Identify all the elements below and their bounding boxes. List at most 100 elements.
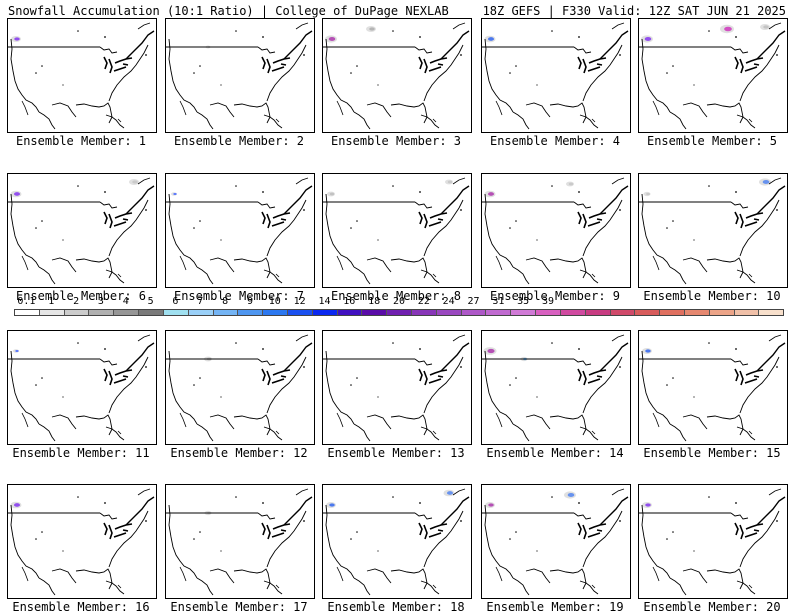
us-basemap <box>482 334 629 442</box>
colorbar-cell <box>337 310 363 315</box>
colorbar-cell <box>511 310 537 315</box>
colorbar-cell <box>536 310 561 315</box>
us-basemap <box>482 488 629 596</box>
colorbar-cell <box>709 310 735 315</box>
ensemble-member-label: Ensemble Member: 1 <box>15 134 147 148</box>
colorbar-cell <box>759 310 784 315</box>
ensemble-map-12 <box>165 330 315 445</box>
map-title: Snowfall Accumulation (10:1 Ratio) | Col… <box>8 4 449 18</box>
ensemble-map-6 <box>7 173 157 288</box>
colorbar-tick-label: 20 <box>392 296 406 307</box>
colorbar-cell <box>114 310 140 315</box>
us-basemap <box>639 334 786 442</box>
colorbar-tick-label: 39 <box>542 296 555 307</box>
colorbar-tick-label: 5 <box>147 296 154 307</box>
us-basemap <box>323 177 470 285</box>
colorbar-cell <box>287 310 313 315</box>
us-basemap <box>166 488 313 596</box>
colorbar-tick-label: 22 <box>417 296 430 307</box>
ensemble-member-label: Ensemble Member: 10 <box>643 289 781 303</box>
us-basemap <box>639 177 786 285</box>
us-basemap <box>166 334 313 442</box>
ensemble-member-label: Ensemble Member: 4 <box>489 134 621 148</box>
ensemble-member-label: Ensemble Member: 6 <box>15 289 147 303</box>
colorbar-cell <box>436 310 462 315</box>
colorbar-tick-label: 35 <box>517 296 530 307</box>
colorbar-tick-label: 7 <box>197 296 204 307</box>
ensemble-member-label: Ensemble Member: 20 <box>643 600 781 614</box>
ensemble-map-9 <box>481 173 631 288</box>
colorbar-tick-label: 18 <box>368 296 381 307</box>
ensemble-member-label: Ensemble Member: 19 <box>486 600 624 614</box>
colorbar-cell <box>412 310 437 315</box>
ensemble-map-17 <box>165 484 315 599</box>
snowfall-colorbar <box>14 309 784 316</box>
colorbar-cell <box>461 310 487 315</box>
colorbar-cell <box>163 310 189 315</box>
colorbar-cell <box>213 310 239 315</box>
us-basemap <box>323 488 470 596</box>
colorbar-cell <box>362 310 388 315</box>
ensemble-map-1 <box>7 18 157 133</box>
ensemble-member-label: Ensemble Member: 16 <box>12 600 150 614</box>
us-basemap <box>8 22 155 130</box>
colorbar-tick-label: 27 <box>467 296 480 307</box>
colorbar-cell <box>387 310 412 315</box>
ensemble-map-8 <box>322 173 472 288</box>
colorbar-tick-label: 8 <box>222 296 229 307</box>
colorbar-tick-label: 6 <box>172 296 179 307</box>
ensemble-map-20 <box>638 484 788 599</box>
colorbar-tick-label: 10 <box>268 296 281 307</box>
us-basemap <box>166 177 313 285</box>
us-basemap <box>8 177 155 285</box>
colorbar-tick-label: 31 <box>492 296 505 307</box>
colorbar-tick-label: 16 <box>343 296 356 307</box>
ensemble-map-5 <box>638 18 788 133</box>
us-basemap <box>323 22 470 130</box>
colorbar-cell <box>312 310 338 315</box>
colorbar-cell <box>188 310 214 315</box>
colorbar-cell <box>560 310 586 315</box>
ensemble-member-label: Ensemble Member: 12 <box>170 446 308 460</box>
ensemble-map-19 <box>481 484 631 599</box>
ensemble-map-16 <box>7 484 157 599</box>
ensemble-map-18 <box>322 484 472 599</box>
colorbar-tick-label: 4 <box>122 296 129 307</box>
ensemble-member-label: Ensemble Member: 8 <box>330 289 462 303</box>
ensemble-member-label: Ensemble Member: 14 <box>486 446 624 460</box>
colorbar-cell <box>139 310 164 315</box>
ensemble-map-13 <box>322 330 472 445</box>
colorbar-tick-label: 3 <box>97 296 104 307</box>
colorbar-cell <box>635 310 661 315</box>
colorbar-tick-label: 2 <box>73 296 80 307</box>
ensemble-member-label: Ensemble Member: 3 <box>330 134 462 148</box>
us-basemap <box>639 488 786 596</box>
ensemble-map-7 <box>165 173 315 288</box>
colorbar-tick-label: 0.1 <box>17 296 36 307</box>
us-basemap <box>323 334 470 442</box>
colorbar-cell <box>39 310 65 315</box>
colorbar-cell <box>585 310 611 315</box>
ensemble-map-3 <box>322 18 472 133</box>
colorbar-tick-label: 1 <box>48 296 55 307</box>
colorbar-cell <box>15 310 40 315</box>
colorbar-tick-label: 12 <box>293 296 306 307</box>
colorbar-cell <box>64 310 90 315</box>
ensemble-map-15 <box>638 330 788 445</box>
ensemble-member-label: Ensemble Member: 5 <box>646 134 778 148</box>
ensemble-member-label: Ensemble Member: 7 <box>173 289 305 303</box>
colorbar-cell <box>89 310 115 315</box>
ensemble-map-4 <box>481 18 631 133</box>
us-basemap <box>8 488 155 596</box>
colorbar-cell <box>238 310 264 315</box>
ensemble-member-label: Ensemble Member: 15 <box>643 446 781 460</box>
colorbar-tick-label: 14 <box>318 296 331 307</box>
model-run-info: 18Z GEFS | F330 Valid: 12Z SAT JUN 21 20… <box>482 4 786 18</box>
ensemble-map-2 <box>165 18 315 133</box>
colorbar-cell <box>660 310 685 315</box>
ensemble-member-label: Ensemble Member: 9 <box>489 289 621 303</box>
us-basemap <box>8 334 155 442</box>
us-basemap <box>166 22 313 130</box>
colorbar-cell <box>610 310 636 315</box>
colorbar-cell <box>734 310 760 315</box>
